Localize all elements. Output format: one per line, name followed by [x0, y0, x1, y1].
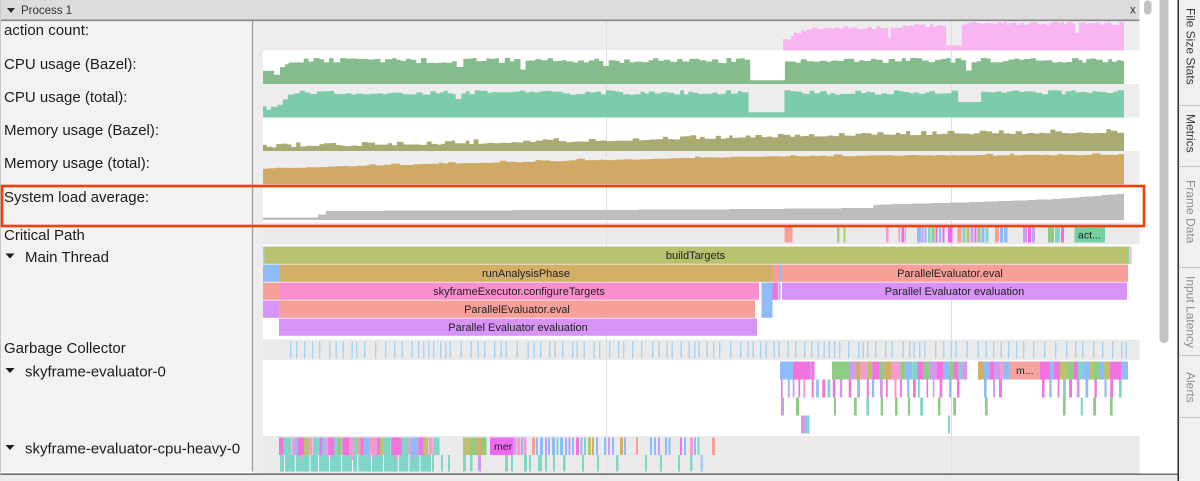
svg-text:skyframeExecutor.configureTarg: skyframeExecutor.configureTargets [433, 286, 605, 298]
svg-text:Alerts: Alerts [1184, 372, 1198, 403]
svg-text:CPU usage (total):: CPU usage (total): [4, 89, 127, 106]
svg-text:Frame Data: Frame Data [1184, 180, 1198, 244]
svg-text:Parallel Evaluator evaluation: Parallel Evaluator evaluation [885, 286, 1024, 298]
svg-text:Memory usage (Bazel):: Memory usage (Bazel): [4, 122, 159, 139]
svg-text:x: x [1130, 5, 1136, 17]
svg-text:act...: act... [1078, 229, 1101, 241]
svg-text:Process 1: Process 1 [21, 5, 72, 17]
svg-text:ParallelEvaluator.eval: ParallelEvaluator.eval [464, 304, 570, 316]
svg-text:Main Thread: Main Thread [25, 249, 109, 266]
svg-text:m...: m... [1016, 365, 1034, 377]
svg-text:buildTargets: buildTargets [666, 250, 726, 262]
svg-text:Garbage Collector: Garbage Collector [4, 340, 126, 357]
svg-text:skyframe-evaluator-0: skyframe-evaluator-0 [25, 364, 166, 381]
svg-text:ParallelEvaluator.eval: ParallelEvaluator.eval [897, 268, 1003, 280]
svg-text:Critical Path: Critical Path [4, 227, 85, 244]
svg-text:mer: mer [494, 441, 513, 453]
svg-text:System load average:: System load average: [4, 189, 149, 206]
svg-text:CPU usage (Bazel):: CPU usage (Bazel): [4, 56, 137, 73]
svg-text:action count:: action count: [4, 22, 89, 39]
svg-text:Metrics: Metrics [1184, 114, 1198, 153]
svg-text:runAnalysisPhase: runAnalysisPhase [482, 268, 570, 280]
svg-text:skyframe-evaluator-cpu-heavy-0: skyframe-evaluator-cpu-heavy-0 [25, 441, 240, 458]
svg-text:Input Latency: Input Latency [1184, 276, 1198, 348]
svg-text:Parallel Evaluator evaluation: Parallel Evaluator evaluation [448, 322, 587, 334]
svg-text:Memory usage (total):: Memory usage (total): [4, 155, 150, 172]
svg-text:File Size Stats: File Size Stats [1184, 8, 1198, 85]
